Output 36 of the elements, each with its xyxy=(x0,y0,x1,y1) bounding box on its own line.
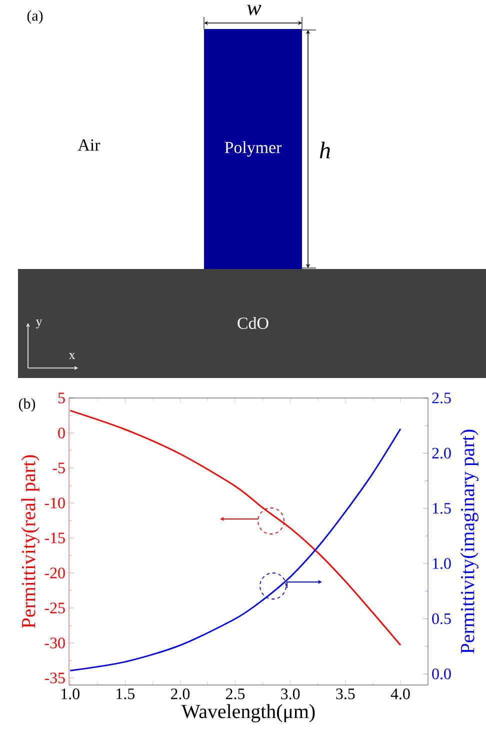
text: h xyxy=(320,142,330,158)
x-tick-label: 3.5 xyxy=(336,688,355,700)
y2-tick-label: 0.0 xyxy=(432,668,451,680)
y-tick-label: -10 xyxy=(44,498,65,508)
y2-tick-label: 1.5 xyxy=(432,503,451,514)
y-tick-label: -25 xyxy=(44,602,65,614)
y-tick-label: -20 xyxy=(44,568,65,578)
text: x xyxy=(68,353,76,359)
x-tick-label: 1.0 xyxy=(62,688,80,700)
y-tick-label: -35 xyxy=(44,672,65,684)
y-axis-title: Permittivity(real part) xyxy=(21,455,40,628)
x-tick-label: 2.5 xyxy=(226,688,245,700)
y2-axis-title: Permittivity(imaginary part) xyxy=(460,430,478,654)
line-series xyxy=(69,410,402,646)
text: y xyxy=(36,320,42,328)
text: Air xyxy=(78,139,100,151)
y2-tick-label: 2.5 xyxy=(432,392,451,404)
y2-tick-label: 1.0 xyxy=(432,558,451,569)
x-tick-label: 2.0 xyxy=(170,688,190,700)
x-axis-title: Wavelength(μm) xyxy=(181,704,315,722)
x-tick-label: 4.0 xyxy=(390,688,410,700)
y-tick-label: 5 xyxy=(58,392,65,404)
text: (a) xyxy=(27,10,43,24)
y-tick-label: -5 xyxy=(52,462,65,474)
line-series xyxy=(69,428,402,672)
text: Polymer xyxy=(224,141,282,157)
x-tick-label: 3.0 xyxy=(281,688,300,700)
text: (b) xyxy=(18,398,36,412)
y2-tick-label: 2.0 xyxy=(432,448,451,459)
y-tick-label: -15 xyxy=(44,532,65,544)
text: CdO xyxy=(238,317,268,329)
y-tick-label: 0 xyxy=(58,428,65,438)
x-tick-label: 1.5 xyxy=(116,688,134,700)
y-tick-label: -30 xyxy=(44,638,65,648)
y2-tick-label: 0.5 xyxy=(432,613,451,624)
text: w xyxy=(247,4,262,16)
